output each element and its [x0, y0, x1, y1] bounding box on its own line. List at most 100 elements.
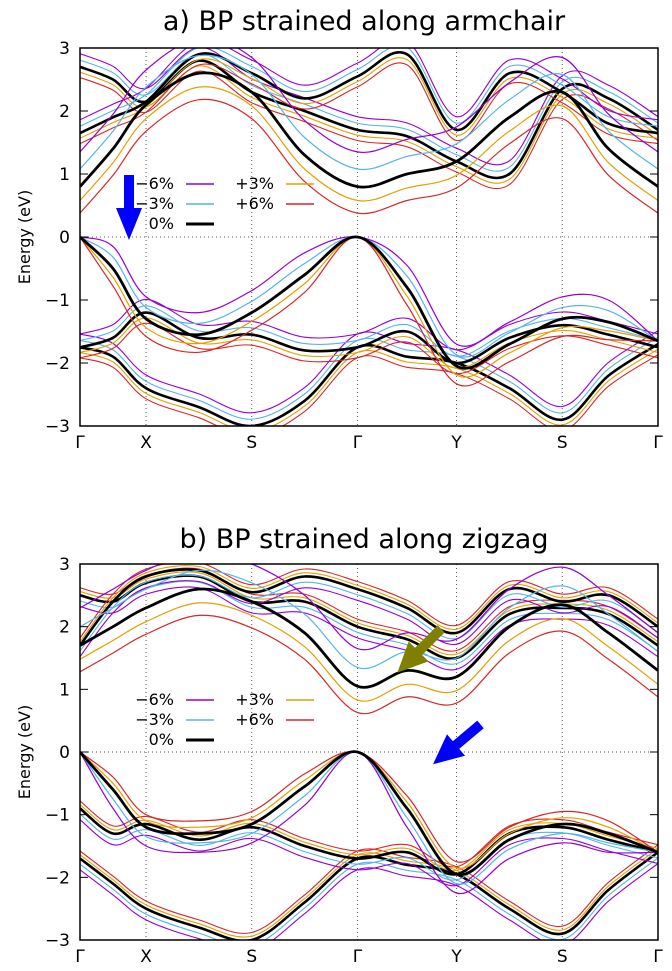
legend-label: −3% — [135, 710, 174, 729]
band-line — [80, 857, 658, 940]
band-line — [80, 48, 658, 154]
x-tick-label: X — [140, 433, 152, 453]
x-tick-label: Γ — [353, 433, 363, 453]
band-line — [80, 813, 658, 881]
panel-b-legend: −6%−3%0% +3%+6% — [135, 690, 314, 749]
band-line — [80, 62, 658, 145]
panel-b-ylabel: Energy (eV) — [15, 705, 34, 799]
legend-label: +6% — [235, 710, 274, 729]
band-line — [80, 807, 658, 876]
band-line — [80, 851, 658, 940]
band-line — [80, 71, 658, 189]
panel-a-ticks: Γ X S Γ Y S Γ 3 2 1 0 −1 −2 −3 — [45, 39, 663, 453]
x-tick-label: Y — [450, 947, 462, 967]
legend-label: −6% — [135, 174, 174, 193]
band-line — [80, 48, 658, 121]
band-line — [80, 567, 658, 652]
band-line — [80, 343, 658, 426]
band-line — [80, 236, 658, 387]
band-line — [80, 580, 658, 658]
legend-label: +3% — [235, 690, 274, 709]
x-tick-label: S — [246, 947, 257, 967]
band-line — [80, 751, 658, 869]
band-line — [80, 54, 658, 171]
x-tick-label: Γ — [75, 433, 85, 453]
band-line — [80, 51, 658, 135]
band-line — [80, 322, 658, 375]
band-line — [80, 574, 658, 660]
band-line — [80, 311, 658, 365]
band-line — [80, 614, 658, 715]
band-line — [80, 48, 658, 166]
band-line — [80, 819, 658, 887]
x-tick-label: Γ — [75, 947, 85, 967]
band-line — [80, 235, 658, 370]
y-tick-label: 2 — [59, 618, 70, 638]
band-line — [80, 750, 658, 863]
panel-a-ylabel: Energy (eV) — [15, 190, 34, 284]
arrow-head — [433, 734, 465, 765]
y-tick-label: −3 — [45, 417, 70, 437]
panel-a-armchair: a) BP strained along armchair Energy (eV… — [15, 6, 663, 453]
x-tick-label: Γ — [353, 947, 363, 967]
y-tick-label: −1 — [45, 806, 70, 826]
band-line — [80, 568, 658, 647]
panel-a-title: a) BP strained along armchair — [163, 6, 566, 37]
y-tick-label: 0 — [59, 743, 70, 763]
panel-a-legend: −6%−3%0% +3%+6% — [135, 174, 314, 233]
y-tick-label: 2 — [59, 102, 70, 122]
panel-a-grid — [80, 48, 658, 426]
band-line — [80, 57, 658, 139]
y-tick-label: 3 — [59, 39, 70, 59]
y-tick-label: 1 — [59, 680, 70, 700]
y-tick-label: 3 — [59, 555, 70, 575]
legend-label: 0% — [149, 730, 174, 749]
arrow-head — [397, 641, 429, 673]
legend-label: +6% — [235, 194, 274, 213]
legend-label: +3% — [235, 174, 274, 193]
band-line — [80, 602, 658, 702]
x-tick-label: Y — [450, 433, 462, 453]
band-line — [80, 86, 658, 202]
y-tick-label: −2 — [45, 354, 70, 374]
x-tick-label: S — [557, 433, 568, 453]
band-line — [80, 48, 658, 127]
band-line — [80, 564, 658, 651]
panel-b-blue-arrow — [433, 720, 484, 765]
x-tick-label: S — [557, 947, 568, 967]
panel-b-olive-arrow — [397, 625, 445, 673]
arrow-shaft — [124, 175, 134, 211]
panel-b-title: b) BP strained along zigzag — [180, 524, 549, 555]
band-line — [80, 800, 658, 868]
band-line — [80, 564, 658, 639]
x-tick-label: X — [140, 947, 152, 967]
arrow-head — [116, 208, 142, 240]
arrow-shaft — [413, 625, 445, 657]
legend-label: −3% — [135, 194, 174, 213]
panel-b-bands — [80, 564, 658, 940]
x-tick-label: Γ — [653, 947, 663, 967]
y-tick-label: −3 — [45, 931, 70, 951]
x-tick-label: S — [246, 433, 257, 453]
panel-b-zigzag: b) BP strained along zigzag Energy (eV) … — [15, 524, 663, 967]
band-line — [80, 98, 658, 215]
band-line — [80, 587, 658, 689]
band-line — [80, 750, 658, 877]
band-line — [80, 569, 658, 670]
legend-label: −6% — [135, 690, 174, 709]
band-line — [80, 574, 658, 652]
band-line — [80, 565, 658, 643]
x-tick-label: Γ — [653, 433, 663, 453]
band-line — [80, 863, 658, 940]
panel-b-ticks: Γ X S Γ Y S Γ 3 2 1 0 −1 −2 −3 — [45, 555, 663, 967]
y-tick-label: −1 — [45, 291, 70, 311]
panel-a-bands — [80, 48, 658, 426]
panel-a-blue-arrow — [116, 175, 142, 240]
band-line — [80, 804, 658, 872]
legend-label: 0% — [149, 214, 174, 233]
y-tick-label: −2 — [45, 868, 70, 888]
band-line — [80, 298, 658, 351]
band-line — [80, 580, 658, 665]
arrow-shaft — [451, 720, 484, 751]
